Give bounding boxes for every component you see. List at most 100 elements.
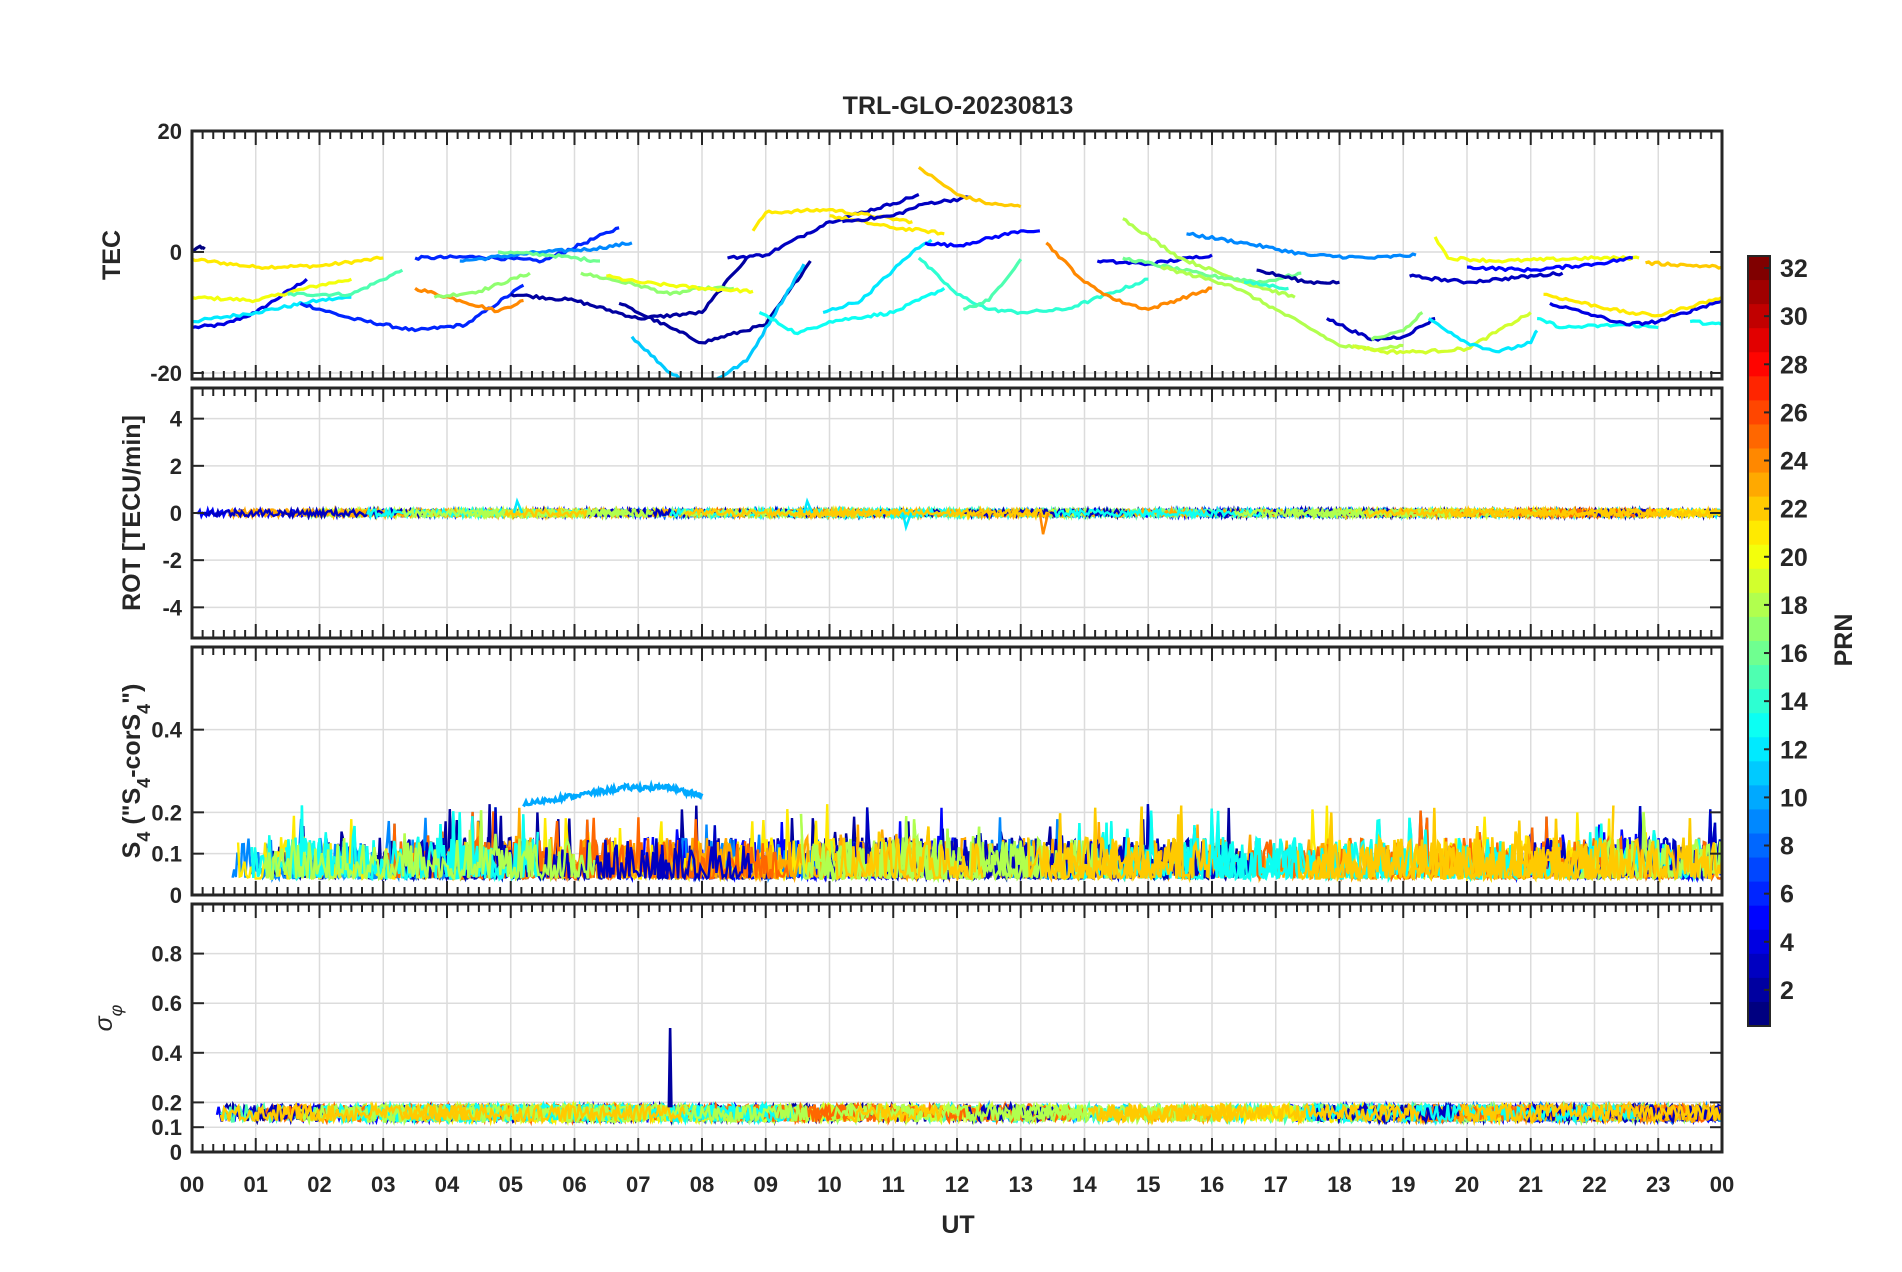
colorbar-band (1748, 472, 1770, 498)
colorbar-band (1748, 737, 1770, 762)
rot-series-prn-13 (1053, 506, 1268, 521)
colorbar-band (1748, 592, 1770, 618)
x-tick-label: 09 (754, 1172, 778, 1197)
tec-series-prn-5 (1467, 255, 1634, 273)
colorbar-band (1748, 568, 1770, 594)
panel-tec: 20 0 -20 TEC (98, 119, 1724, 386)
colorbar-band (1748, 280, 1770, 305)
tec-series-prn-13 (1689, 319, 1722, 327)
x-tick-label: 10 (817, 1172, 841, 1197)
colorbar-tick-label: 22 (1780, 496, 1808, 524)
x-tick-label: 00 (180, 1172, 204, 1197)
rot-series-prn-22 (1449, 504, 1722, 521)
colorbar-band (1748, 977, 1770, 1003)
tec-series-prn-9 (1186, 231, 1417, 260)
y-tick-label: 0 (170, 240, 182, 265)
colorbar-band (1748, 785, 1770, 811)
tec-series-prn-21 (1543, 292, 1722, 318)
rot-series-prn-22 (683, 505, 902, 520)
colorbar-tick-label: 8 (1780, 833, 1794, 861)
rot-event (512, 497, 524, 514)
colorbar-band (1748, 1001, 1770, 1027)
x-tick-label: 23 (1646, 1172, 1670, 1197)
tec-series-prn-1 (192, 244, 206, 253)
y-tick-label: 0.2 (151, 1090, 182, 1115)
colorbar-band (1748, 616, 1770, 642)
colorbar-tick-label: 20 (1780, 544, 1808, 572)
x-tick-label: 19 (1391, 1172, 1415, 1197)
x-tick-label: 06 (562, 1172, 586, 1197)
rot-event (802, 497, 814, 514)
colorbar-frame (1747, 255, 1771, 1027)
colorbar-band (1748, 857, 1770, 883)
tec-series-prn-15 (287, 268, 404, 298)
x-tick-label: 03 (371, 1172, 395, 1197)
x-tick-label: 16 (1200, 1172, 1224, 1197)
x-tick-label: 21 (1519, 1172, 1543, 1197)
tec-series-prn-2 (510, 257, 748, 321)
colorbar-label: PRN (1830, 614, 1858, 667)
tec-series-prn-14 (917, 256, 1149, 315)
tec-series-prn-5 (924, 229, 1041, 248)
tec-series-prn-19 (1351, 311, 1532, 355)
y-tick-label: 0.8 (151, 942, 182, 967)
sigma-series-prn-22 (1460, 1100, 1722, 1127)
colorbar-tick-label: 14 (1780, 688, 1808, 716)
sigma-series-prn-22 (1087, 1101, 1420, 1126)
x-tick-label: 15 (1136, 1172, 1160, 1197)
y-axis-label-rot: ROT [TECU/min] (118, 415, 146, 611)
y-tick-label: -2 (162, 548, 182, 573)
colorbar-band (1748, 520, 1770, 546)
s4-series-prn-22 (1052, 806, 1182, 882)
panel-sigma: 0.8 0.6 0.4 0.20.10 σφ (90, 902, 1724, 1165)
x-tick-label: 18 (1327, 1172, 1351, 1197)
tec-series-prn-6 (414, 226, 620, 264)
colorbar-band (1748, 496, 1770, 522)
tec-series-prn-21 (192, 255, 384, 270)
rot-event (901, 512, 913, 532)
tec-series-prn-20 (1433, 236, 1640, 264)
sigma-spike-prn-2 (667, 1027, 673, 1108)
tec-series-prn-17 (433, 271, 531, 299)
y-axis-label-tec: TEC (98, 230, 126, 280)
rot-event (1038, 512, 1050, 535)
s4-arc-prn-10 (522, 779, 704, 808)
colorbar-tick-label: 4 (1780, 929, 1794, 957)
y-tick-label: 0 (170, 501, 182, 526)
tec-series-prn-12 (822, 238, 933, 315)
colorbar-tick-label: 16 (1780, 640, 1808, 668)
y-tick-label: -4 (162, 595, 182, 620)
colorbar-band (1748, 641, 1770, 666)
colorbar-band (1748, 713, 1770, 738)
y-axis-label-sigma: σφ (90, 1004, 126, 1031)
tec-series-prn-22 (917, 166, 1022, 209)
colorbar-band (1748, 352, 1770, 377)
x-tick-label: 08 (690, 1172, 714, 1197)
s4-series-prn-22 (1312, 807, 1617, 882)
x-tick-label: 13 (1009, 1172, 1033, 1197)
tec-series-prn-20 (606, 273, 754, 294)
x-tick-label: 17 (1264, 1172, 1288, 1197)
tec-series-prn-17 (1370, 311, 1424, 341)
y-tick-label: 4 (170, 407, 183, 432)
sigma-series-prn-22 (219, 1100, 471, 1126)
x-tick-label: 01 (244, 1172, 268, 1197)
colorbar-band (1748, 665, 1770, 690)
colorbar-band (1748, 809, 1770, 835)
x-tick-label: 07 (626, 1172, 650, 1197)
y-tick-label: 0.1 (151, 1115, 182, 1140)
panel-s4: 0.4 0.2 0.1 0 S4 ("S4-corS4") (118, 645, 1724, 908)
panel-sigma-series (215, 1027, 1722, 1127)
tec-series-prn-22 (1645, 260, 1722, 270)
chart-title: TRL-GLO-20230813 (843, 92, 1074, 120)
x-tick-label: 05 (499, 1172, 523, 1197)
colorbar-tick-label: 24 (1780, 448, 1808, 476)
colorbar-tick-label: 10 (1780, 784, 1808, 812)
x-tick-label: 22 (1582, 1172, 1606, 1197)
y-tick-label: 0.2 (151, 800, 182, 825)
panel-rot-series (196, 497, 1722, 535)
s4-series-prn-18 (263, 810, 596, 882)
colorbar-band (1748, 544, 1770, 570)
tec-series-prn-4 (1549, 299, 1722, 327)
